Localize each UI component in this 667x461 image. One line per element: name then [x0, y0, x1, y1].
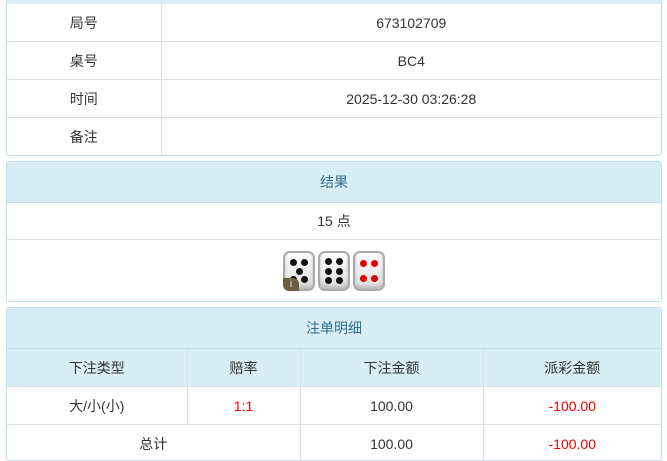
- die-pip: [359, 260, 367, 268]
- die-pip: [301, 276, 309, 284]
- header-bet-amount: 下注金额: [299, 349, 484, 387]
- die-pip: [336, 258, 344, 266]
- die-5: i: [283, 251, 315, 291]
- header-payout: 派彩金额: [482, 349, 661, 387]
- die-pip: [295, 267, 303, 275]
- total-amount: 100.00: [299, 424, 484, 460]
- die-pip: [359, 274, 367, 282]
- dice-row: i: [7, 240, 661, 301]
- total-label: 总计: [7, 424, 301, 460]
- label-time: 时间: [7, 79, 162, 118]
- info-icon[interactable]: i: [283, 278, 299, 291]
- die-6: [318, 251, 350, 291]
- value-note: [160, 117, 661, 155]
- payout: -100.00: [482, 386, 661, 425]
- table-row: 大/小(小) 1:1 100.00 -100.00: [7, 386, 661, 425]
- table-row: 桌号 BC4: [7, 41, 661, 80]
- table-row: 时间 2025-12-30 03:26:28: [7, 79, 661, 118]
- odds: 1:1: [186, 386, 301, 425]
- table-row: 局号 673102709: [7, 4, 661, 42]
- bet-amount: 100.00: [299, 386, 484, 425]
- die-pip: [371, 260, 379, 268]
- bet-details-panel: 注单明细 下注类型 赔率 下注金额 派彩金额 大/小(小) 1:1 100.00…: [6, 307, 662, 461]
- header-bet-type: 下注类型: [7, 349, 188, 387]
- value-round: 673102709: [160, 4, 661, 42]
- label-note: 备注: [7, 117, 162, 155]
- value-time: 2025-12-30 03:26:28: [160, 79, 661, 118]
- round-info-panel: 局号 673102709 桌号 BC4 时间 2025-12-30 03:26:28 …: [6, 0, 662, 156]
- total-row: 总计 100.00 -100.00: [7, 424, 661, 460]
- die-pip: [324, 267, 332, 275]
- result-points: 15 点: [7, 203, 661, 240]
- total-payout: -100.00: [482, 424, 661, 460]
- table-header-row: 下注类型 赔率 下注金额 派彩金额: [7, 349, 661, 387]
- die-pip: [289, 258, 297, 266]
- label-table: 桌号: [7, 41, 162, 80]
- result-title: 结果: [7, 162, 661, 203]
- label-round: 局号: [7, 4, 162, 42]
- table-row: 备注: [7, 117, 661, 155]
- die-pip: [324, 276, 332, 284]
- value-table: BC4: [160, 41, 661, 80]
- header-odds: 赔率: [186, 349, 301, 387]
- bet-details-title: 注单明细: [7, 308, 661, 349]
- die-pip: [336, 267, 344, 275]
- die-pip: [301, 258, 309, 266]
- bet-type: 大/小(小): [7, 386, 188, 425]
- die-pip: [371, 274, 379, 282]
- result-panel: 结果 15 点 i: [6, 161, 662, 302]
- die-pip: [324, 258, 332, 266]
- die-4: [353, 251, 385, 291]
- die-pip: [336, 276, 344, 284]
